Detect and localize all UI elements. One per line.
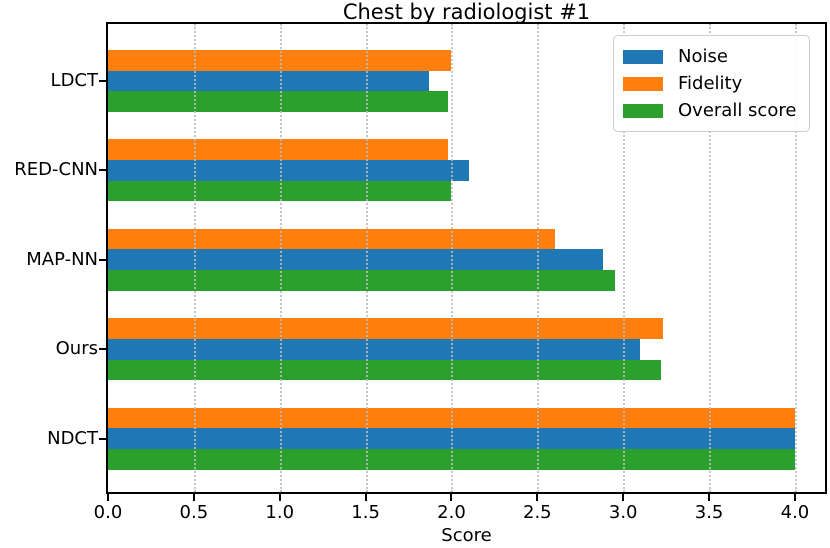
xtick-label-0.0: 0.0 <box>93 502 123 523</box>
xtick-mark-2.5 <box>536 494 539 501</box>
gridline-0.5 <box>193 24 196 492</box>
bar-overall-score-ours <box>108 359 661 381</box>
xtick-label-2.0: 2.0 <box>437 502 466 523</box>
ytick-label-map-nn: MAP-NN <box>26 248 98 270</box>
xtick-mark-0.5 <box>192 494 195 501</box>
legend: Noise Fidelity Overall score <box>613 35 811 132</box>
legend-entry-overall-score: Overall score <box>623 97 796 124</box>
gridline-1.5 <box>365 24 368 492</box>
legend-label-noise: Noise <box>678 46 728 67</box>
bar-noise-ldct <box>108 70 430 92</box>
xtick-mark-1.0 <box>278 494 281 501</box>
xtick-mark-3.5 <box>708 494 711 501</box>
gridline-3.0 <box>623 24 626 492</box>
gridline-2.0 <box>451 24 454 492</box>
legend-entry-noise: Noise <box>623 43 796 70</box>
xtick-mark-4.0 <box>793 494 796 501</box>
legend-label-fidelity: Fidelity <box>678 73 743 94</box>
gridline-3.5 <box>709 24 712 492</box>
xtick-label-2.5: 2.5 <box>523 502 552 523</box>
xtick-mark-2.0 <box>450 494 453 501</box>
chart-title: Chest by radiologist #1 <box>342 0 591 24</box>
xtick-label-1.0: 1.0 <box>265 502 295 523</box>
plot-area: Noise Fidelity Overall score <box>106 22 827 494</box>
x-axis-title: Score <box>441 525 492 546</box>
ytick-mark-ldct <box>99 80 107 82</box>
xtick-label-4.0: 4.0 <box>780 502 810 523</box>
ytick-mark-map-nn <box>99 258 107 261</box>
bar-noise-red-cnn <box>108 160 469 181</box>
bar-fidelity-map-nn <box>108 228 555 250</box>
gridline-2.5 <box>537 24 540 492</box>
legend-swatch-overall-score <box>623 103 663 118</box>
legend-swatch-noise <box>623 49 663 64</box>
xtick-label-0.5: 0.5 <box>179 502 209 523</box>
xtick-label-3.5: 3.5 <box>694 502 724 523</box>
ytick-mark-ours <box>99 348 107 351</box>
gridline-4.0 <box>794 24 797 492</box>
bar-overall-score-map-nn <box>108 270 615 291</box>
xtick-label-1.5: 1.5 <box>351 502 380 523</box>
ytick-mark-red-cnn <box>99 169 107 172</box>
legend-swatch-fidelity <box>623 76 663 91</box>
xtick-mark-3.0 <box>622 494 625 501</box>
bar-fidelity-ours <box>108 318 663 339</box>
bar-fidelity-red-cnn <box>108 139 449 161</box>
xtick-mark-1.5 <box>364 494 367 501</box>
ytick-label-ldct: LDCT <box>50 70 98 91</box>
xtick-label-3.0: 3.0 <box>608 502 638 523</box>
bar-noise-ours <box>108 338 641 360</box>
ytick-label-ndct: NDCT <box>47 427 98 449</box>
gridline-1.0 <box>279 24 282 492</box>
ytick-mark-ndct <box>99 437 107 440</box>
bar-overall-score-ldct <box>108 91 449 113</box>
bar-noise-map-nn <box>108 249 603 271</box>
xtick-mark-0.0 <box>107 494 109 501</box>
ytick-label-red-cnn: RED-CNN <box>14 159 98 181</box>
legend-entry-fidelity: Fidelity <box>623 70 796 97</box>
legend-label-overall-score: Overall score <box>678 100 797 121</box>
ytick-label-ours: Ours <box>55 338 98 360</box>
